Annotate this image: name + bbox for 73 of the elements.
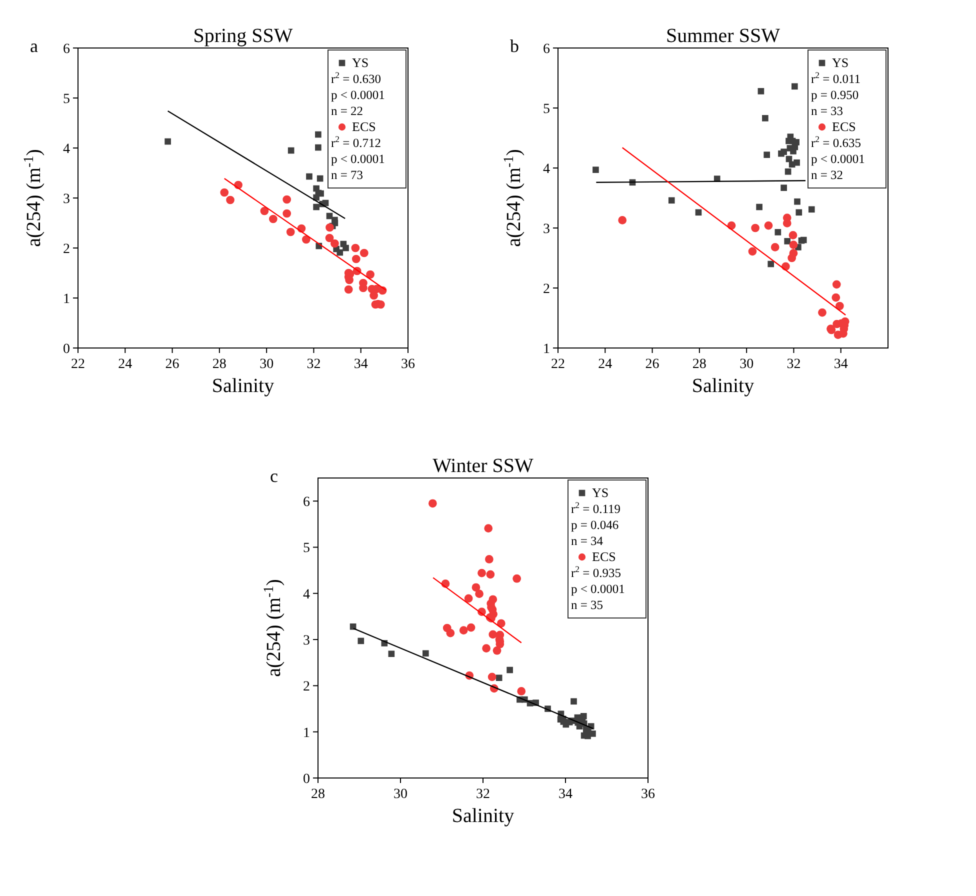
x-tick-label: 28 [311, 787, 325, 802]
y-tick-label: 2 [63, 242, 70, 257]
chart-title: Winter SSW [432, 455, 534, 477]
annotation: p < 0.0001 [571, 582, 625, 596]
annotation: n = 34 [571, 534, 604, 548]
x-tick-label: 22 [71, 357, 85, 372]
annotation: r$^{2}$ = 0.011 [811, 70, 861, 86]
chart-title: Spring SSW [193, 25, 293, 47]
legend-label: YS [832, 55, 849, 70]
y-tick-label: 1 [543, 342, 550, 357]
annotation: r$^{2}$ = 0.119 [571, 500, 621, 516]
annotation: r$^{2}$ = 0.635 [811, 134, 861, 150]
text: c [270, 466, 278, 486]
annotation: r$^{2}$ = 0.935 [571, 564, 621, 580]
x-tick-label: 34 [834, 357, 848, 372]
y-tick-label: 0 [63, 342, 70, 357]
x-tick-label: 28 [692, 357, 706, 372]
x-tick-label: 30 [260, 357, 274, 372]
y-tick-label: 3 [303, 633, 310, 648]
annotation: n = 22 [331, 104, 364, 118]
y-tick-label: 6 [303, 494, 310, 510]
x-tick-label: 32 [786, 357, 801, 372]
y-tick-label: 5 [543, 102, 550, 117]
y-tick-label: 4 [543, 162, 550, 177]
y-tick-label: 0 [303, 772, 310, 787]
x-axis-title: Salinity [212, 375, 274, 397]
legend-label: ECS [592, 549, 616, 564]
y-tick-label: 4 [303, 587, 310, 602]
annotation: n = 35 [571, 598, 604, 612]
x-tick-label: 32 [306, 357, 321, 372]
legend-label: ECS [352, 119, 376, 134]
y-tick-label: 6 [63, 42, 70, 57]
annotation: n = 33 [811, 104, 844, 118]
y-tick-label: 3 [63, 192, 70, 207]
annotation: r$^{2}$ = 0.712 [331, 134, 381, 150]
annotation: n = 73 [331, 168, 364, 182]
annotation: p = 0.950 [811, 88, 859, 102]
x-tick-label: 28 [212, 357, 226, 372]
y-tick-label: 5 [303, 541, 310, 556]
x-axis-title: Salinity [452, 805, 514, 827]
x-tick-label: 34 [558, 787, 572, 802]
y-tick-label: 3 [543, 222, 550, 237]
x-tick-label: 36 [401, 357, 415, 372]
y-tick-label: 6 [543, 42, 550, 57]
legend-label: ECS [832, 119, 856, 134]
x-tick-label: 24 [598, 357, 612, 372]
x-tick-label: 24 [118, 357, 132, 372]
annotation: p < 0.0001 [331, 152, 385, 166]
legend-label: YS [592, 485, 609, 500]
x-tick-label: 32 [476, 787, 490, 802]
text: b [510, 36, 519, 56]
x-tick-label: 34 [354, 357, 368, 372]
annotation: r$^{2}$ = 0.630 [331, 70, 381, 86]
x-tick-label: 36 [641, 787, 655, 802]
annotation: p = 0.046 [571, 518, 619, 532]
x-tick-label: 30 [394, 787, 408, 802]
chart-title: Summer SSW [666, 25, 780, 47]
y-tick-label: 5 [63, 92, 70, 107]
annotation: n = 32 [811, 168, 844, 182]
y-tick-label: 2 [303, 680, 310, 695]
y-tick-label: 2 [543, 282, 550, 297]
y-tick-label: 4 [63, 142, 70, 157]
x-tick-label: 26 [645, 357, 660, 372]
annotation: p < 0.0001 [331, 88, 385, 102]
annotation: p < 0.0001 [811, 152, 865, 166]
y-tick-label: 1 [63, 292, 70, 307]
y-tick-label: 1 [303, 726, 310, 741]
legend-label: YS [352, 55, 369, 70]
x-tick-label: 30 [740, 357, 754, 372]
text: a [30, 36, 38, 56]
x-tick-label: 26 [165, 357, 180, 372]
x-axis-title: Salinity [692, 375, 754, 397]
x-tick-label: 22 [551, 357, 565, 372]
